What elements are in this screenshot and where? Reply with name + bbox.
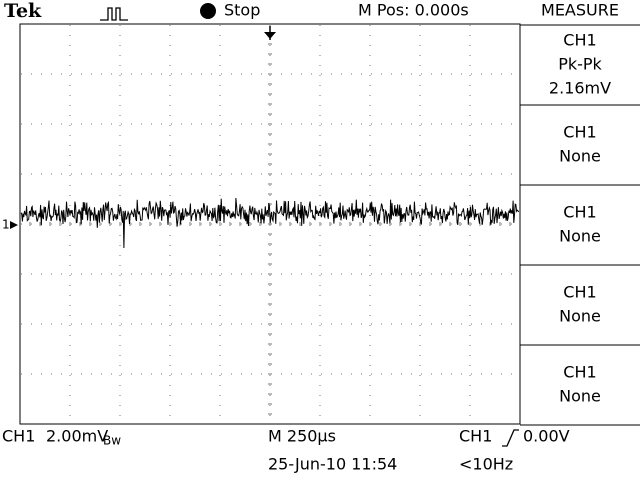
- measure-line: None: [559, 307, 601, 326]
- footer-trigger-source: CH1: [459, 427, 492, 446]
- measure-line: CH1: [563, 31, 596, 50]
- footer-trigger-level: 0.00V: [523, 427, 570, 446]
- footer-bandwidth: Bw: [103, 434, 121, 448]
- footer-timestamp: 25-Jun-10 11:54: [268, 455, 397, 474]
- measure-line: Pk-Pk: [558, 55, 602, 74]
- brand: Tek: [4, 0, 42, 22]
- measure-line: CH1: [563, 123, 596, 142]
- graticule: [19, 23, 521, 425]
- footer-timebase: M 250µs: [268, 427, 336, 446]
- waveform-trace: [20, 197, 520, 249]
- trigger-slope-icon: [502, 429, 519, 447]
- measure-line: None: [559, 147, 601, 166]
- measure-line: 2.16mV: [549, 79, 611, 98]
- measure-line: None: [559, 227, 601, 246]
- footer-scale: 2.00mV: [46, 427, 108, 446]
- trigger-position-marker: [264, 32, 276, 39]
- graticule-border: [19, 23, 521, 425]
- channel-marker: 1: [2, 218, 10, 232]
- measure-line: None: [559, 387, 601, 406]
- run-state: Stop: [224, 1, 260, 20]
- position: M Pos: 0.000s: [358, 1, 469, 20]
- trigger-icon: [100, 7, 128, 21]
- footer-trigger-freq: <10Hz: [459, 455, 513, 474]
- stop-dot: [200, 3, 216, 19]
- channel-arrow: [10, 221, 18, 229]
- footer-channel: CH1: [2, 427, 35, 446]
- menu-title: MEASURE: [541, 1, 619, 20]
- measure-line: CH1: [563, 363, 596, 382]
- measure-panel: CH1 Pk-Pk 2.16mV CH1 None CH1 None CH1 None CH1 No…: [520, 24, 640, 426]
- measure-line: CH1: [563, 203, 596, 222]
- measure-line: CH1: [563, 283, 596, 302]
